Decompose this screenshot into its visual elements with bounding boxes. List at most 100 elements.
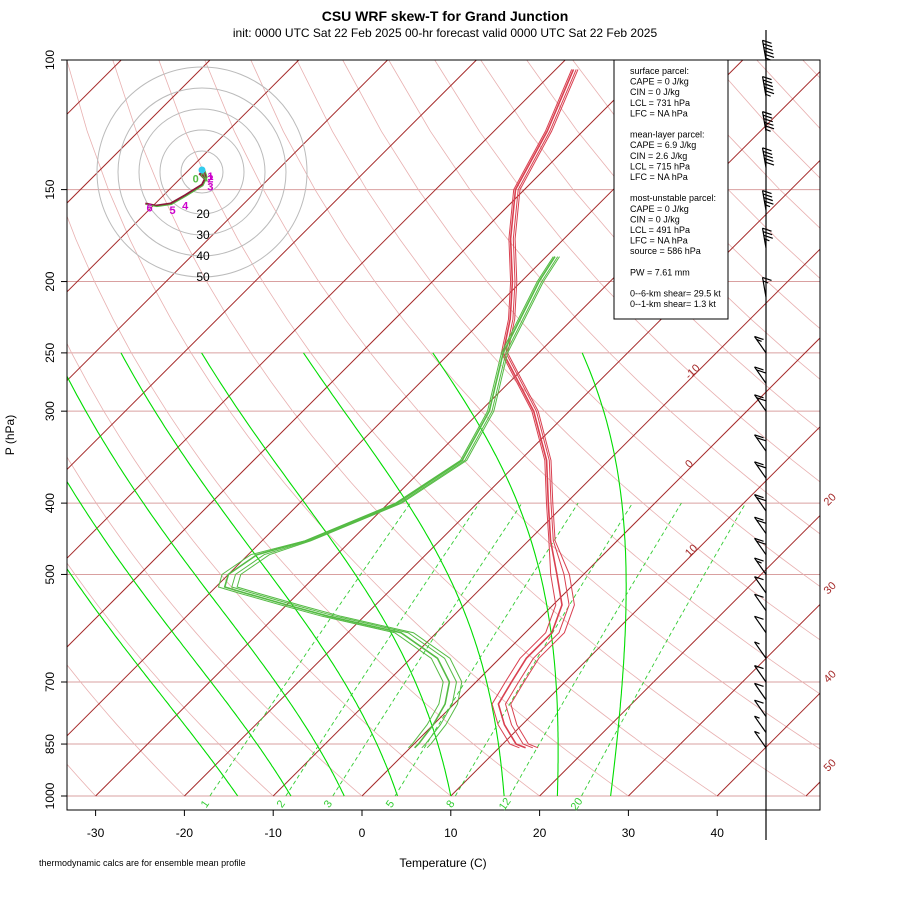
barb-flag — [754, 557, 764, 562]
dry-adiabat — [480, 60, 820, 431]
barb-flag — [754, 461, 764, 466]
wind-barb — [754, 434, 767, 452]
dry-adiabat — [434, 60, 820, 483]
info-line: CAPE = 0 J/kg — [630, 77, 689, 87]
wind-barb — [761, 75, 775, 97]
isotherm — [272, 248, 820, 797]
barb-flag — [762, 147, 772, 152]
barb-shaft — [754, 494, 767, 512]
isotherm — [67, 60, 211, 204]
barb-flag — [763, 197, 773, 202]
info-line: LFC = NA hPa — [630, 236, 688, 246]
barb-flag — [763, 234, 773, 239]
barb-half-flag — [754, 715, 760, 719]
temperature-trace — [507, 69, 579, 749]
info-line: 0--6-km shear= 29.5 kt — [630, 289, 721, 299]
barb-flag — [764, 200, 774, 205]
isotherm — [67, 60, 300, 293]
hodo-ring-label: 30 — [196, 228, 210, 242]
barb-shaft — [754, 593, 767, 612]
mixing-ratio-line — [285, 502, 480, 797]
barb-flag — [762, 111, 772, 116]
barb-shaft — [754, 336, 767, 354]
dry-adiabat — [67, 562, 274, 797]
x-tick-label: 0 — [359, 826, 366, 840]
isotherm — [67, 60, 566, 559]
hodo-ring — [138, 108, 266, 236]
wind-barb — [754, 641, 767, 659]
hodo-ring — [180, 150, 224, 194]
barb-flag — [756, 397, 766, 402]
dry-adiabat — [342, 60, 820, 587]
barb-flag — [754, 335, 764, 341]
dewpoint-trace — [231, 256, 559, 749]
barb-flag — [754, 537, 764, 542]
wind-barb — [761, 39, 775, 61]
dry-adiabat — [67, 342, 452, 797]
wind-barb — [754, 537, 767, 556]
chart-subtitle: init: 0000 UTC Sat 22 Feb 2025 00-hr for… — [233, 26, 658, 40]
wind-barb — [754, 494, 767, 512]
wind-barb — [754, 682, 767, 701]
barb-flag — [756, 437, 766, 442]
temperature-trace — [491, 69, 573, 749]
isotherm-label: 20 — [822, 491, 839, 508]
wind-barbs — [754, 30, 775, 840]
info-line: source = 586 hPa — [630, 246, 701, 256]
barb-shaft — [754, 394, 767, 412]
barb-flag — [764, 161, 775, 166]
barb-flag — [762, 189, 772, 195]
isotherm-label: 50 — [822, 757, 839, 774]
barb-flag — [754, 699, 764, 704]
info-line: LCL = 491 hPa — [630, 225, 690, 235]
info-line: LFC = NA hPa — [630, 108, 688, 118]
wind-barb — [754, 699, 767, 717]
mixing-ratio-line — [332, 502, 523, 797]
barb-flag — [756, 540, 766, 545]
dewpoint-trace — [236, 256, 560, 749]
mixing-ratio-label: 20 — [569, 796, 586, 813]
barb-half-flag — [765, 93, 771, 97]
isotherm — [184, 159, 820, 797]
wind-barb — [754, 394, 767, 412]
wind-barb — [754, 557, 767, 575]
y-tick-label: 300 — [43, 401, 57, 421]
hodo-ring — [159, 129, 245, 215]
temperature-trace — [504, 69, 577, 749]
barb-shaft — [754, 715, 767, 733]
x-axis-label: Temperature (C) — [399, 856, 486, 870]
barb-flag — [763, 118, 773, 123]
moist-adiabat — [67, 375, 345, 797]
info-line: CIN = 0 J/kg — [630, 214, 680, 224]
hodo-ring-label: 40 — [196, 249, 210, 263]
info-line: mean-layer parcel: — [630, 130, 705, 140]
x-tick-label: 20 — [533, 826, 547, 840]
thermo-grid — [67, 60, 820, 797]
barb-shaft — [761, 111, 767, 132]
barb-flag — [764, 90, 775, 95]
barb-shaft — [754, 699, 767, 717]
y-tick-label: 1000 — [43, 782, 57, 809]
barb-flag — [764, 53, 775, 59]
barb-flag — [754, 494, 764, 499]
wind-barb — [754, 730, 767, 749]
barb-flag — [754, 434, 764, 439]
hodo-ring — [96, 66, 308, 278]
barb-flag — [763, 154, 773, 159]
barb-flag — [756, 497, 766, 502]
barb-flag — [756, 369, 766, 374]
barb-shaft — [754, 731, 767, 749]
barb-shaft — [754, 516, 767, 534]
hodo-point-label: 2 — [207, 173, 213, 185]
barb-shaft — [754, 557, 767, 575]
wind-barb — [754, 615, 767, 634]
info-line: CAPE = 6.9 J/kg — [630, 140, 696, 150]
hodo-origin-marker — [198, 166, 206, 174]
chart-title: CSU WRF skew-T for Grand Junction — [322, 8, 569, 24]
y-tick-label: 400 — [43, 493, 57, 513]
isotherm-label: 10 — [683, 542, 700, 559]
hodo-point-label: 3 — [207, 182, 213, 194]
barb-flag — [754, 682, 764, 687]
